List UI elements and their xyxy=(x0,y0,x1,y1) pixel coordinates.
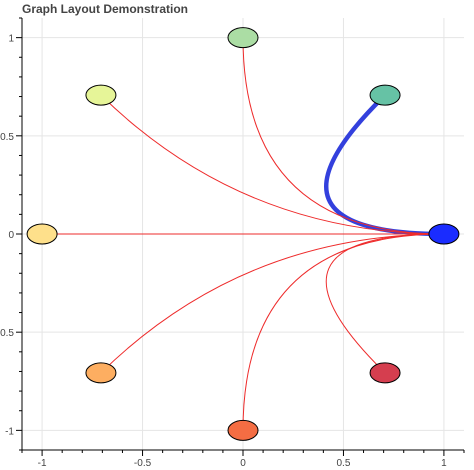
x-tick-label: -1 xyxy=(38,458,47,469)
chart-title: Graph Layout Demonstration xyxy=(22,2,188,16)
edges-layer xyxy=(42,37,447,431)
graph-node-1[interactable] xyxy=(369,84,401,106)
graph-node-5[interactable] xyxy=(85,362,117,384)
x-tick-label: -0.5 xyxy=(134,458,152,469)
graph-edge xyxy=(242,233,444,431)
y-tick-label: -0.5 xyxy=(0,328,14,339)
x-tick-label: 0 xyxy=(240,458,246,469)
graph-edge xyxy=(100,94,444,235)
y-tick-label: -1 xyxy=(5,426,14,437)
y-tick-label: 1 xyxy=(8,34,14,45)
graph-node-4[interactable] xyxy=(26,223,58,245)
nodes-layer xyxy=(26,27,460,441)
x-tick-label: 1 xyxy=(441,458,447,469)
axes-layer: -1 -0.5 0 0.5 1 -1 -0.5 0 0.5 1 xyxy=(0,17,465,469)
y-tick-label: 0 xyxy=(8,230,14,241)
graph-node-2[interactable] xyxy=(227,27,259,49)
graph-node-3[interactable] xyxy=(85,84,117,106)
graph-node-7[interactable] xyxy=(369,362,401,384)
x-tick-label: 0.5 xyxy=(337,458,351,469)
graph-node-6[interactable] xyxy=(227,419,259,441)
graph-node-0[interactable] xyxy=(428,223,460,245)
graph-edge xyxy=(242,37,444,235)
graph-edge xyxy=(100,233,444,374)
y-tick-label: 0.5 xyxy=(0,132,14,143)
graph-edge xyxy=(325,233,444,374)
